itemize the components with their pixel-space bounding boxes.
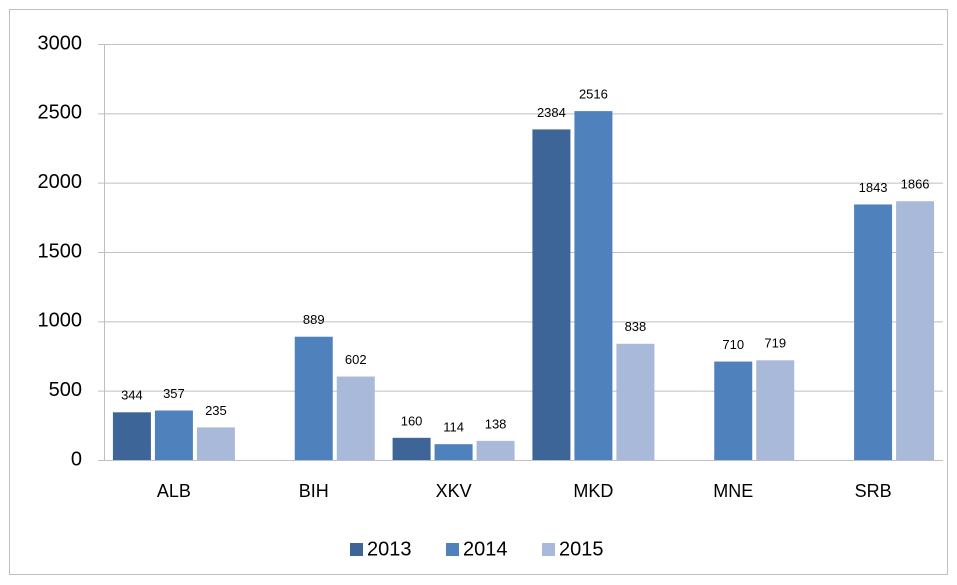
x-tick-label: XKV: [436, 481, 472, 501]
y-tick-label: 1000: [38, 310, 83, 332]
legend-label: 2014: [463, 538, 508, 560]
x-tick-label: MNE: [713, 481, 753, 501]
value-label: 357: [163, 386, 185, 401]
value-label: 2384: [537, 105, 566, 120]
bar: [476, 440, 515, 460]
value-label: 889: [303, 312, 325, 327]
bar: [392, 437, 431, 460]
legend-swatch: [350, 543, 363, 556]
bar: [574, 111, 613, 460]
value-label: 235: [205, 403, 227, 418]
value-label: 1843: [859, 180, 888, 195]
y-tick-label: 500: [49, 379, 82, 401]
legend-swatch: [542, 543, 555, 556]
value-label: 138: [485, 416, 507, 431]
value-label: 719: [764, 336, 786, 351]
value-label: 838: [625, 319, 647, 334]
value-label: 344: [121, 388, 143, 403]
x-tick-label: BIH: [299, 481, 329, 501]
value-label: 1866: [901, 177, 930, 192]
legend-label: 2013: [367, 538, 412, 560]
value-label: 710: [722, 337, 744, 352]
value-label: 602: [345, 352, 367, 367]
y-tick-label: 2000: [38, 171, 83, 193]
y-tick-label: 0: [71, 448, 82, 470]
x-tick-label: ALB: [157, 481, 191, 501]
bar: [434, 444, 473, 460]
bar: [616, 343, 655, 460]
y-tick-label: 2500: [38, 102, 83, 124]
value-label: 114: [443, 420, 464, 435]
value-label: 160: [401, 413, 423, 428]
bar: [896, 201, 935, 461]
bar: [294, 336, 333, 460]
bar: [196, 427, 235, 460]
chart-border: [9, 9, 948, 575]
bar: [756, 360, 795, 460]
legend-swatch: [446, 543, 459, 556]
y-tick-label: 3000: [38, 32, 83, 54]
bar: [854, 204, 893, 460]
y-tick-label: 1500: [38, 240, 83, 262]
bar: [532, 129, 571, 460]
bar: [154, 410, 193, 460]
bar: [112, 412, 151, 460]
legend-label: 2015: [559, 538, 604, 560]
x-tick-label: MKD: [573, 481, 613, 501]
bar: [336, 376, 375, 460]
bar: [714, 361, 753, 460]
value-label: 2516: [579, 87, 608, 102]
x-tick-label: SRB: [855, 481, 892, 501]
